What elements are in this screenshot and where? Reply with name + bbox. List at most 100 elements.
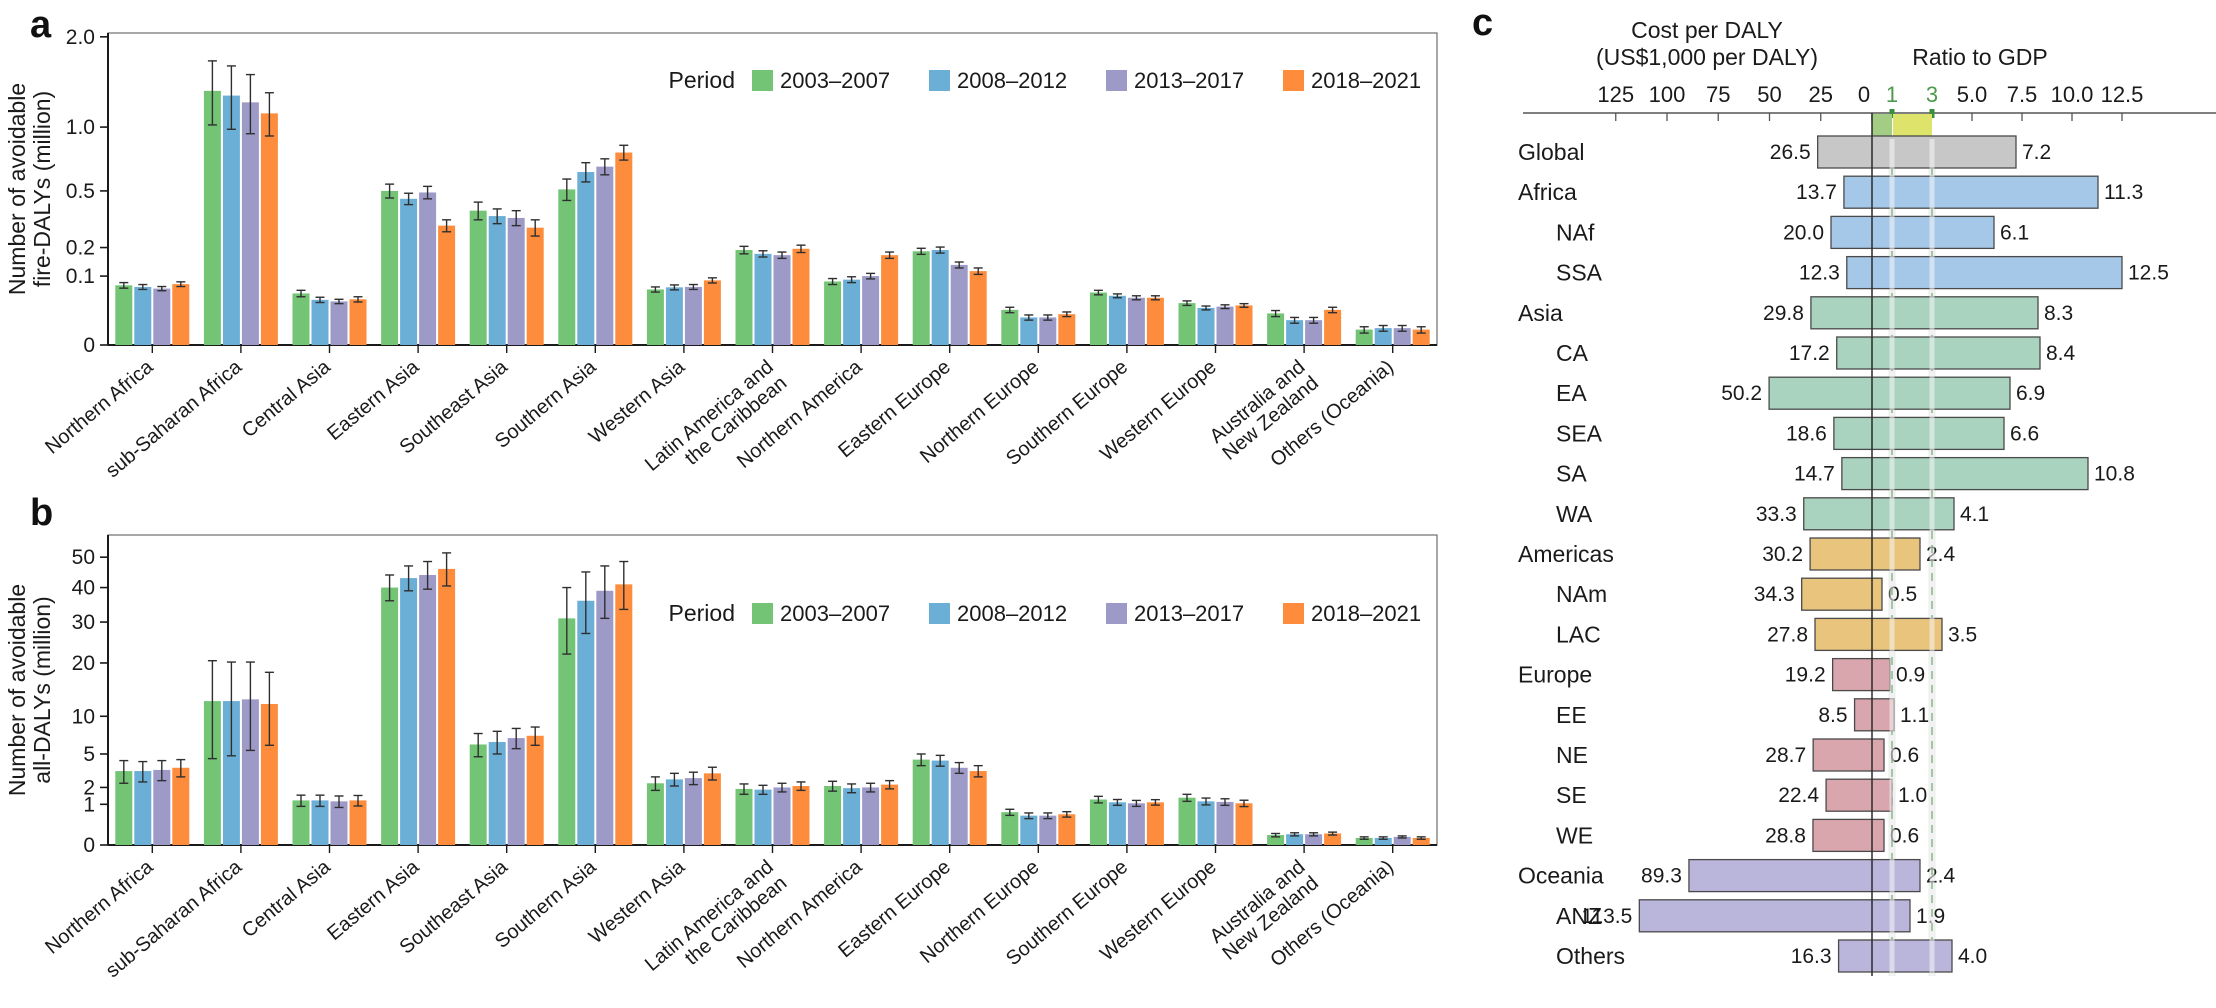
bar-2003-2007 (1001, 309, 1019, 345)
c-left-value: 50.2 (1721, 382, 1762, 405)
bar-2013-2017 (950, 767, 968, 845)
c-bar-Global (1817, 135, 2017, 169)
c-tick-label: 125 (1597, 82, 1634, 107)
y-tick-label: 20 (72, 652, 95, 675)
bar-2003-2007 (912, 759, 930, 845)
bar-2003-2007 (203, 90, 221, 346)
c-left-value: 18.6 (1786, 422, 1827, 445)
legend-item-label: 2018–2021 (1311, 68, 1421, 93)
bar-2013-2017 (1305, 320, 1323, 345)
c-right-value: 1.0 (1898, 784, 1927, 807)
bar-2008-2012 (134, 771, 152, 845)
bar-2013-2017 (1127, 297, 1145, 345)
legend-swatch (1106, 603, 1127, 624)
bar-2018-2021 (792, 786, 810, 845)
y-tick-label: 0.2 (66, 237, 95, 260)
c-row-label: SA (1556, 461, 1587, 487)
c-bar-Asia (1810, 296, 2039, 330)
c-bar-WE (1812, 818, 1885, 853)
c-row-label: NE (1556, 742, 1588, 768)
c-right-value: 0.5 (1888, 583, 1917, 606)
legend-swatch (752, 603, 773, 624)
bar-2013-2017 (507, 217, 525, 345)
bar-2013-2017 (241, 699, 259, 845)
bar-2013-2017 (330, 801, 348, 845)
bar-2013-2017 (1039, 317, 1057, 345)
c-left-value: 14.7 (1794, 463, 1835, 486)
bar-2018-2021 (792, 248, 810, 345)
bar-2003-2007 (558, 189, 576, 345)
c-green-tick-label: 1 (1886, 82, 1898, 107)
bar-2008-2012 (1197, 307, 1215, 345)
bar-2008-2012 (1020, 317, 1038, 345)
c-row-label: Africa (1518, 179, 1577, 205)
c-bar-NAm (1801, 577, 1883, 611)
bar-2008-2012 (134, 286, 152, 345)
c-right-value: 8.3 (2044, 302, 2073, 325)
bar-2008-2012 (665, 779, 683, 845)
bar-2003-2007 (1355, 837, 1373, 845)
c-bar-NAf (1830, 215, 1995, 250)
bar-2018-2021 (969, 271, 987, 345)
c-right-value: 7.2 (2022, 141, 2051, 164)
c-tick-label: 5.0 (1957, 82, 1988, 107)
bar-2008-2012 (488, 216, 506, 345)
y-tick-label: 40 (72, 577, 95, 600)
bar-2003-2007 (735, 788, 753, 845)
bar-2008-2012 (1374, 328, 1392, 345)
bar-2018-2021 (349, 299, 367, 345)
bar-2003-2007 (381, 587, 399, 845)
c-bar-NE (1812, 738, 1885, 772)
bar-2008-2012 (577, 172, 595, 345)
c-row-label: ANZ (1556, 903, 1602, 929)
legend-swatch (1106, 70, 1127, 91)
c-right-value: 6.1 (2000, 221, 2029, 244)
bar-2018-2021 (172, 767, 190, 845)
bar-2013-2017 (1305, 834, 1323, 845)
c-row-label: NAf (1556, 219, 1595, 245)
bar-2018-2021 (703, 773, 721, 845)
c-bar-Africa (1843, 175, 2099, 209)
y-tick-label: 0.1 (66, 265, 95, 288)
bar-2003-2007 (1089, 292, 1107, 345)
c-tick-label: 12.5 (2101, 82, 2144, 107)
bar-2013-2017 (241, 102, 259, 345)
bar-2013-2017 (596, 590, 614, 845)
bar-2018-2021 (615, 584, 633, 845)
bar-2013-2017 (684, 286, 702, 345)
c-right-value: 6.6 (2010, 422, 2039, 445)
bar-2013-2017 (507, 738, 525, 845)
bar-2003-2007 (115, 285, 133, 345)
bar-2013-2017 (684, 778, 702, 845)
bar-2013-2017 (1393, 836, 1411, 845)
c-bar-Others (1837, 939, 1953, 973)
c-bar-EE (1853, 698, 1895, 732)
bar-2008-2012 (843, 788, 861, 845)
c-left-value: 113.5 (1581, 905, 1632, 928)
c-row-label: NAm (1556, 581, 1607, 607)
bar-2018-2021 (526, 227, 544, 345)
bar-2013-2017 (862, 787, 880, 845)
c-left-value: 13.7 (1796, 181, 1837, 204)
panel-b-label: b (30, 492, 54, 534)
x-tick-label: Central Asia (238, 855, 335, 942)
bar-2003-2007 (646, 289, 664, 345)
y-tick-label: 1 (83, 793, 95, 816)
c-row-label: Americas (1518, 541, 1614, 567)
y-axis-title: Number of avoidableall-DALYs (million) (4, 584, 55, 796)
bar-2013-2017 (330, 301, 348, 345)
c-right-value: 11.3 (2104, 181, 2143, 204)
c-left-value: 12.3 (1799, 262, 1840, 285)
bar-2008-2012 (1197, 801, 1215, 845)
c-tick-label: 50 (1757, 82, 1781, 107)
c-row-label: LAC (1556, 621, 1601, 647)
y-tick-label: 10 (72, 705, 95, 728)
y-axis-title: Number of avoidablefire-DALYs (million) (4, 83, 55, 295)
panel-a-label: a (30, 4, 52, 46)
c-left-value: 28.7 (1765, 744, 1806, 767)
legend-item-label: 2013–2017 (1134, 601, 1244, 626)
legend-title: Period (669, 67, 735, 93)
bar-2008-2012 (222, 701, 240, 845)
bar-2018-2021 (1235, 305, 1253, 345)
legend-item-label: 2003–2007 (780, 601, 890, 626)
